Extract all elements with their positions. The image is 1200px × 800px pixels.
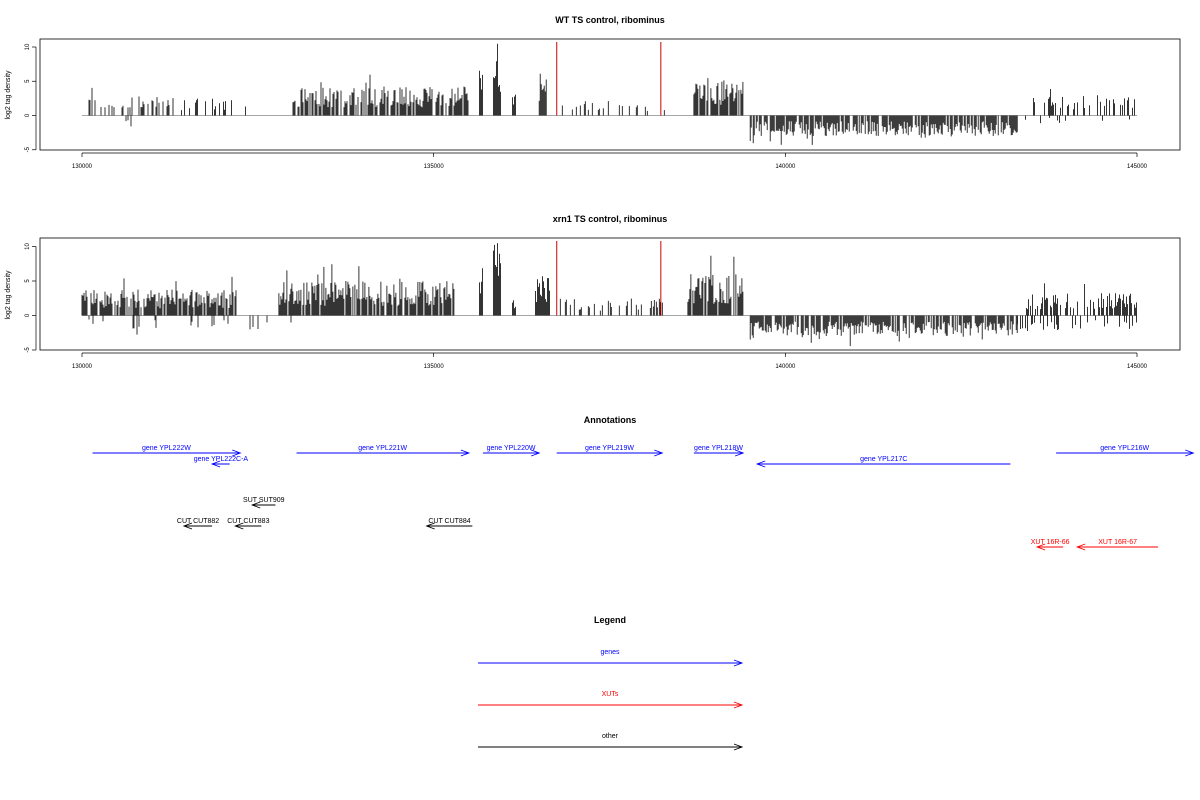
y-tick-label: 10	[25, 243, 31, 250]
feature-label: CUT CUT882	[177, 518, 219, 525]
legend-label: other	[602, 733, 619, 740]
feature-arrow-head	[425, 522, 435, 530]
feature-arrow-head	[654, 449, 664, 457]
legend-item: XUTs	[478, 691, 744, 709]
annotation-feature: gene YPL219W	[556, 445, 664, 457]
legend-arrow-head	[733, 659, 744, 667]
xrn1-plot-frame	[39, 237, 1181, 351]
feature-arrow-head	[250, 501, 261, 509]
feature-label: SUT SUT909	[243, 497, 285, 504]
annotation-feature: gene YPL220W	[482, 445, 541, 457]
annotation-feature: gene YPL218W	[693, 445, 745, 457]
xrn1-y-axis-label: log2 tag density	[5, 270, 12, 320]
legend-item: genes	[478, 649, 744, 667]
feature-arrow-head	[531, 449, 541, 457]
annotation-feature: gene YPL221W	[296, 445, 471, 457]
legend-arrow-head	[733, 701, 744, 709]
legend-label: genes	[600, 649, 620, 656]
feature-arrow-head	[755, 460, 766, 468]
annotation-feature: CUT CUT882	[177, 518, 219, 530]
y-tick-label: 0	[25, 113, 31, 117]
xrn1-bars	[81, 241, 1137, 347]
annotation-feature: CUT CUT884	[425, 518, 473, 530]
wt-plot-frame	[39, 38, 1181, 151]
x-tick-label: 130000	[72, 164, 93, 170]
y-tick-label: 10	[25, 43, 31, 50]
feature-label: gene YPL217C	[860, 456, 907, 463]
feature-arrow-head	[1075, 543, 1086, 551]
annotation-feature: SUT SUT909	[243, 497, 285, 509]
x-tick-label: 145000	[1127, 364, 1148, 370]
feature-label: gene YPL221W	[358, 445, 407, 452]
feature-label: gene YPL222W	[142, 445, 191, 452]
y-tick-label: -5	[25, 146, 31, 152]
feature-arrow-head	[734, 449, 745, 457]
xrn1-panel: xrn1 TS control, ribominus log2 tag dens…	[5, 214, 1181, 370]
wt-panel: WT TS control, ribominus log2 tag densit…	[5, 15, 1181, 170]
annotation-feature: gene YPL222C-A	[194, 456, 249, 468]
xrn1-axes: -5 0 5 10 130000 135000 140000 145000	[25, 243, 1148, 370]
y-tick-label: -5	[25, 347, 31, 353]
y-tick-label: 0	[25, 313, 31, 317]
x-tick-label: 130000	[72, 364, 93, 370]
xrn1-panel-title: xrn1 TS control, ribominus	[553, 214, 668, 224]
wt-panel-title: WT TS control, ribominus	[555, 15, 665, 25]
legend: Legend genes XUTs other	[478, 615, 744, 751]
wt-axes: -5 0 5 10 130000 135000 140000 145000	[25, 43, 1148, 170]
wt-bars	[82, 42, 1137, 145]
annotation-feature: CUT CUT883	[227, 518, 270, 530]
y-tick-label: 5	[25, 279, 31, 283]
feature-arrow-head	[234, 522, 244, 530]
legend-title: Legend	[594, 615, 626, 625]
annotation-feature: gene YPL222W	[92, 445, 242, 457]
feature-arrow-head	[1035, 543, 1046, 551]
feature-arrow-head	[210, 460, 221, 468]
wt-y-axis-label: log2 tag density	[5, 70, 12, 120]
annotation-feature: XUT 16R-66	[1031, 539, 1070, 551]
feature-label: XUT 16R-67	[1098, 539, 1137, 546]
x-tick-label: 135000	[424, 364, 445, 370]
feature-arrow-head	[182, 522, 193, 530]
legend-item: other	[478, 733, 744, 751]
legend-label: XUTs	[602, 691, 619, 698]
feature-arrow-head	[1185, 449, 1195, 457]
annotation-feature: gene YPL217C	[755, 456, 1011, 468]
feature-label: CUT CUT884	[428, 518, 470, 525]
x-tick-label: 140000	[775, 164, 796, 170]
legend-arrow-head	[733, 743, 744, 751]
y-tick-label: 5	[25, 79, 31, 83]
feature-label: gene YPL216W	[1100, 445, 1149, 452]
annotation-feature: gene YPL216W	[1056, 445, 1195, 457]
x-tick-label: 145000	[1127, 164, 1148, 170]
feature-label: CUT CUT883	[227, 518, 269, 525]
legend-items: genes XUTs other	[478, 649, 744, 751]
x-tick-label: 140000	[775, 364, 796, 370]
feature-label: gene YPL222C-A	[194, 456, 249, 463]
feature-arrow-head	[460, 449, 471, 457]
annotation-feature: XUT 16R-67	[1075, 539, 1159, 551]
feature-label: gene YPL220W	[487, 445, 536, 452]
feature-arrow-head	[232, 449, 242, 457]
feature-label: gene YPL218W	[694, 445, 743, 452]
feature-label: gene YPL219W	[585, 445, 634, 452]
annotations-title: Annotations	[584, 415, 637, 425]
x-tick-label: 135000	[424, 164, 445, 170]
feature-label: XUT 16R-66	[1031, 539, 1070, 546]
